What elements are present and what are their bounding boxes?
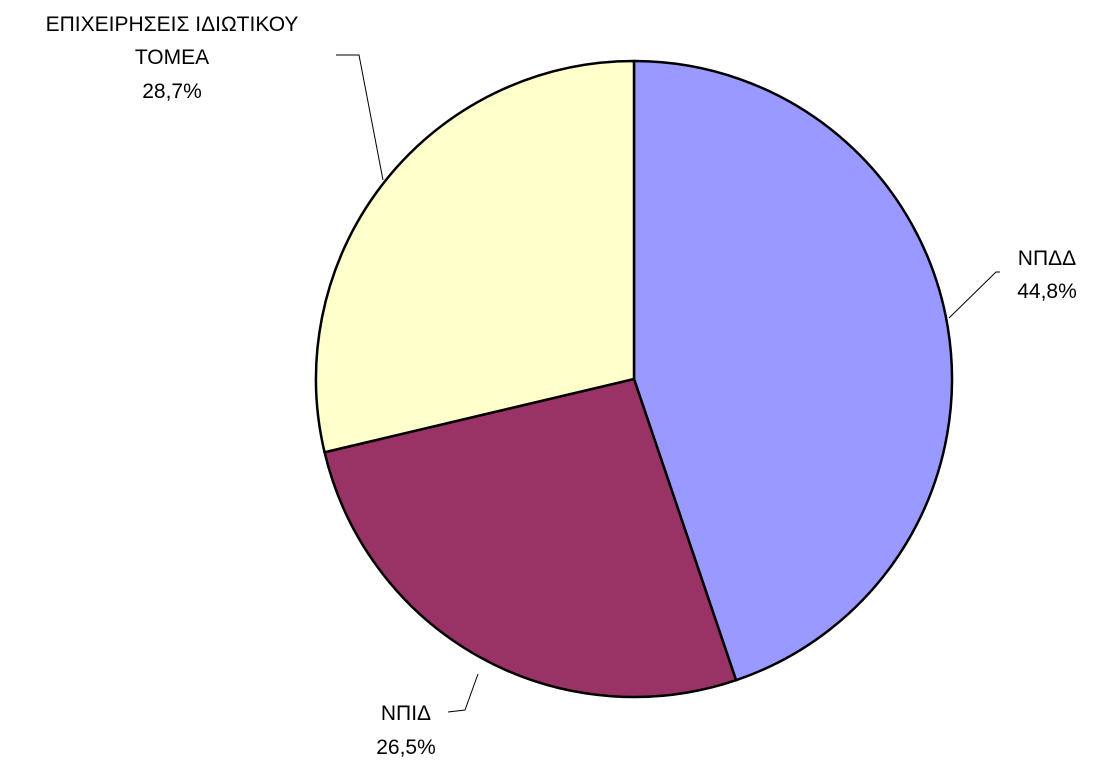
label-private-name-line2: ΤΟΜΕΑ <box>135 46 209 69</box>
leader-line-private <box>336 54 384 181</box>
label-npid-value: 26,5% <box>376 736 436 759</box>
label-npdd-value: 44,8% <box>1017 280 1077 303</box>
label-npid-name: ΝΠΙΔ <box>381 702 431 725</box>
label-npdd-name: ΝΠΔΔ <box>1018 247 1076 270</box>
pie-slice-private <box>314 59 636 454</box>
pie-slice-npdd <box>632 59 954 682</box>
label-private-name-line1: ΕΠΙΧΕΙΡΗΣΕΙΣ ΙΔΙΩΤΙΚΟΥ <box>46 13 299 36</box>
leader-line-npdd <box>948 271 1000 319</box>
leader-line-npid <box>447 673 479 713</box>
label-private-value: 28,7% <box>142 80 202 103</box>
pie-slices <box>314 59 954 699</box>
pie-slice-npid <box>323 377 738 699</box>
leader-lines <box>336 54 1000 713</box>
data-labels: ΝΠΔΔ 44,8% ΝΠΙΔ 26,5% ΕΠΙΧΕΙΡΗΣΕΙΣ ΙΔΙΩΤ… <box>46 13 1077 759</box>
